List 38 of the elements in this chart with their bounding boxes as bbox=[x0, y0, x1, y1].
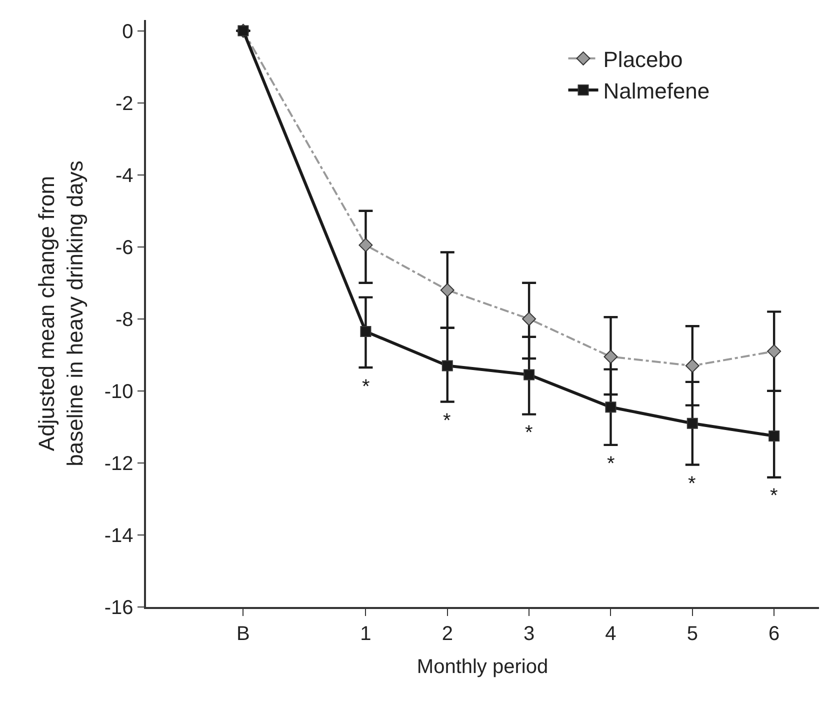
x-tick-label: 6 bbox=[768, 622, 780, 645]
annotation: * bbox=[525, 422, 533, 444]
y-tick-label: -6 bbox=[115, 236, 134, 259]
point bbox=[605, 402, 616, 413]
point bbox=[686, 418, 698, 429]
point bbox=[360, 326, 372, 338]
point bbox=[442, 360, 453, 372]
annotation: * bbox=[770, 485, 778, 507]
x-tick-label: 5 bbox=[686, 622, 698, 645]
x-tick-label: 3 bbox=[523, 622, 535, 645]
x-axis-title: Monthly period bbox=[416, 656, 548, 678]
point bbox=[768, 430, 780, 442]
y-tick-label: -2 bbox=[115, 92, 134, 115]
y-tick-label: -10 bbox=[104, 380, 134, 403]
point bbox=[604, 350, 618, 364]
annotation: * bbox=[362, 376, 370, 398]
point bbox=[685, 358, 700, 373]
annotation: * bbox=[607, 453, 615, 475]
y-tick-label: -4 bbox=[115, 164, 134, 187]
y-tick-label: -8 bbox=[115, 308, 134, 331]
y-tick-label: -12 bbox=[104, 452, 134, 475]
point bbox=[767, 344, 782, 358]
y-tick-label: -14 bbox=[104, 524, 134, 547]
point bbox=[524, 369, 535, 380]
legend-label: Nalmefene bbox=[603, 78, 710, 104]
point bbox=[440, 283, 454, 298]
annotation: * bbox=[443, 410, 451, 432]
point bbox=[358, 238, 373, 252]
y-axis-title: Adjusted mean change from baseline in heavy drinking days bbox=[34, 160, 88, 466]
point bbox=[522, 312, 536, 326]
x-tick-label: 2 bbox=[442, 622, 453, 645]
y-tick-label: 0 bbox=[122, 20, 134, 43]
y-tick-label: -16 bbox=[104, 597, 134, 619]
annotation: * bbox=[688, 473, 696, 495]
legend-label: Placebo bbox=[603, 46, 683, 72]
x-tick-label: B bbox=[236, 622, 250, 645]
x-tick-label: 1 bbox=[360, 622, 372, 645]
x-tick-label: 4 bbox=[605, 622, 616, 645]
